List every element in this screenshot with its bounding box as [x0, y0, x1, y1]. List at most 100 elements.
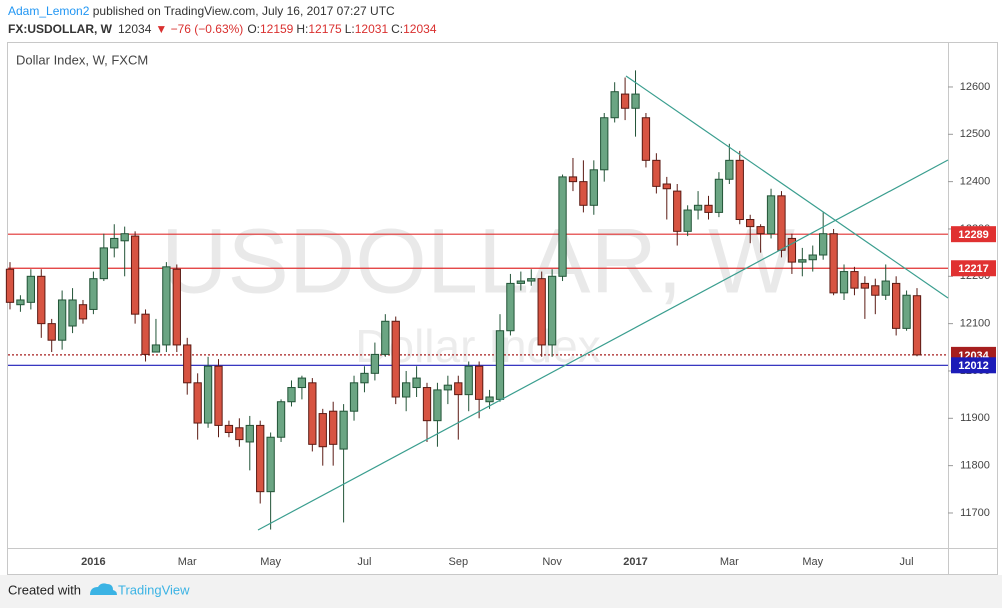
candle-body: [881, 280, 890, 296]
y-tick-label: 11700: [960, 507, 990, 519]
candle-body: [57, 299, 67, 341]
candle-body: [5, 268, 15, 303]
footer: [0, 575, 1002, 608]
candle-body: [527, 278, 536, 282]
candle-body: [704, 204, 713, 213]
watermark: USDOLLAR, W: [161, 210, 795, 312]
candle-body: [725, 159, 734, 180]
x-tick-label: Mar: [178, 556, 197, 568]
candle-body: [183, 344, 192, 384]
x-tick-label: Sep: [448, 556, 468, 568]
brand[interactable]: TradingView: [118, 582, 190, 597]
candle-body: [474, 365, 484, 400]
candle-body: [151, 344, 161, 353]
candle-body: [68, 299, 77, 327]
author[interactable]: Adam_Lemon2: [8, 4, 90, 18]
candle-body: [641, 117, 651, 161]
level-label-bg: [951, 226, 996, 243]
candle-body: [26, 275, 35, 303]
candle-body: [402, 382, 411, 398]
candle-body: [871, 285, 880, 296]
candle-body: [214, 365, 223, 426]
candle-body: [339, 410, 348, 450]
y-tick-label: 11900: [960, 412, 990, 424]
candle-body: [120, 233, 129, 242]
level-label: 12012: [958, 360, 989, 372]
candle-body: [256, 424, 265, 493]
candle-body: [99, 247, 108, 280]
logo[interactable]: [90, 583, 117, 595]
last: 12034: [118, 22, 152, 36]
candle-body: [172, 268, 181, 346]
level-label-bg: [951, 260, 996, 277]
candle-body: [516, 280, 525, 284]
candle-body: [558, 176, 567, 277]
candle-body: [829, 233, 838, 294]
quote-line: FX:USDOLLAR, W 12034 ▼ −76 (−0.63%) O:12159…: [8, 22, 437, 36]
q-key: C:: [391, 22, 403, 36]
candle-body: [391, 320, 400, 398]
candle-body: [16, 299, 25, 306]
candle-body: [850, 271, 859, 289]
published: published on TradingView.com, July 16, 2…: [89, 4, 395, 18]
candle-body: [683, 209, 692, 232]
y-tick-label: 12500: [960, 128, 991, 140]
candle-body: [287, 387, 296, 403]
candle-body: [443, 384, 453, 391]
candle-body: [620, 93, 630, 109]
candle-body: [422, 387, 432, 422]
candle-body: [839, 271, 849, 294]
candle-body: [568, 176, 578, 183]
candle-body: [370, 353, 380, 374]
candle-body: [631, 93, 640, 109]
q-val: 12034: [403, 22, 437, 36]
candle-body: [162, 266, 171, 346]
candle-body: [506, 282, 515, 332]
candle-body: [673, 190, 682, 232]
y-tick-label: 11800: [960, 460, 990, 472]
candle-body: [349, 382, 359, 412]
candle-body: [141, 313, 150, 355]
candle-body: [89, 278, 98, 310]
header-line: Adam_Lemon2 published on TradingView.com…: [8, 4, 395, 18]
candle-body: [662, 183, 671, 190]
candle-body: [537, 278, 546, 346]
candle-body: [579, 181, 588, 206]
candle-body: [308, 382, 317, 445]
candle-body: [47, 323, 56, 341]
candle-body: [381, 320, 390, 355]
candle-body: [652, 159, 661, 187]
candle-body: [360, 372, 369, 384]
level-label: 12289: [958, 229, 989, 241]
chart-title: Dollar Index, W, FXCM: [16, 52, 148, 67]
candle-body: [735, 159, 744, 221]
candle-body: [610, 91, 619, 119]
candle-body: [412, 377, 421, 389]
trend-line: [625, 75, 949, 299]
candle-body: [819, 233, 828, 256]
candle-body: [808, 254, 817, 261]
candle-body: [714, 178, 724, 213]
change: ▼ −76 (−0.63%): [155, 22, 243, 36]
candle-body: [589, 169, 598, 206]
candle-body: [902, 294, 911, 329]
candle-body: [485, 396, 494, 403]
x-tick-label: May: [260, 556, 281, 568]
candle-body: [266, 436, 275, 493]
candle-body: [224, 424, 234, 434]
y-tick-label: 12100: [960, 318, 991, 330]
candle-body: [860, 282, 870, 289]
candle-body: [297, 377, 307, 389]
candle-body: [235, 427, 244, 441]
x-tick-label: Jul: [357, 556, 371, 568]
q-key: O:: [247, 22, 260, 36]
candle-body: [693, 204, 703, 211]
q-key: H:: [296, 22, 308, 36]
candle-body: [454, 382, 463, 396]
candle-body: [203, 365, 213, 424]
x-tick-label: 2017: [623, 556, 647, 568]
candle-body: [746, 219, 755, 228]
candle-body: [110, 237, 119, 249]
candle-body: [798, 259, 807, 263]
candle-body: [130, 235, 140, 315]
